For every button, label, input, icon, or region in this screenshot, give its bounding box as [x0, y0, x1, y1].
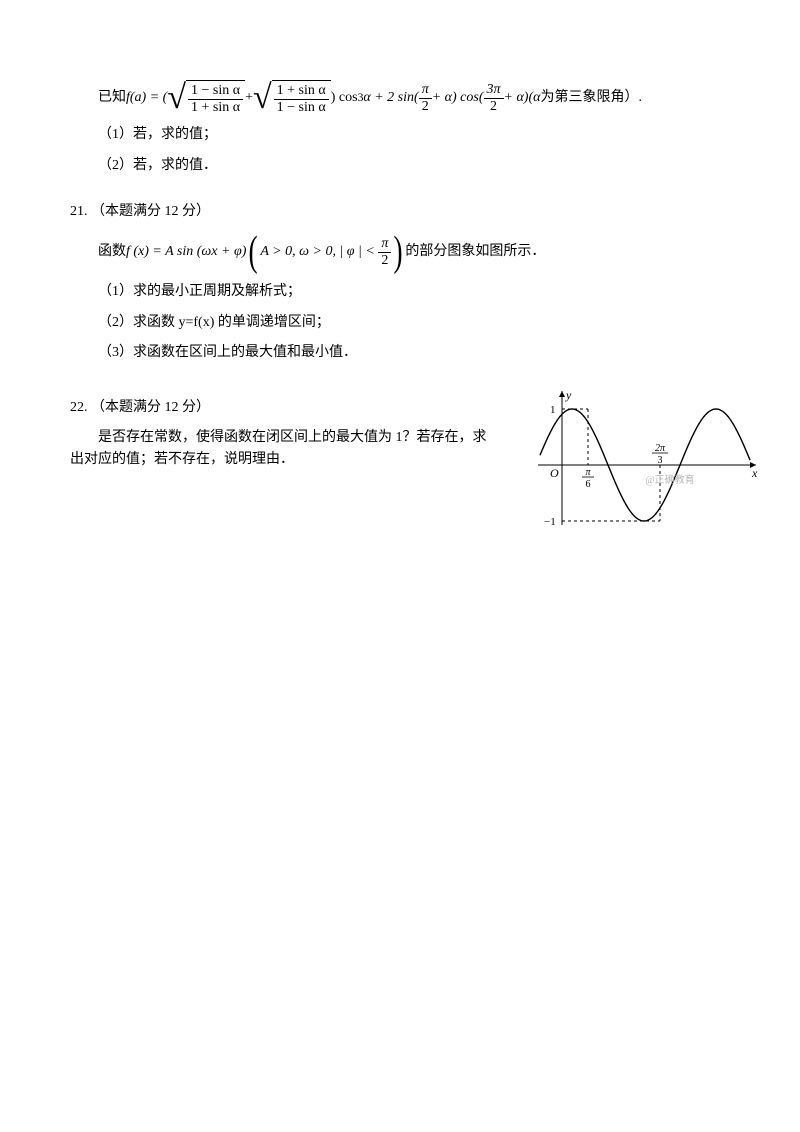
q20-formula-row: 已知 f(a) = ( √ 1 − sin α 1 + sin α + √ 1 …: [98, 80, 642, 116]
q21-stem: 函数 f (x) = A sin (ωx + φ) ( A > 0, ω > 0…: [70, 231, 740, 273]
q21-fx: f (x) = A sin (ωx + φ): [126, 241, 246, 263]
after-sqrt: ) cos: [331, 87, 358, 109]
q21-sub3: （3）求函数在区间上的最大值和最小值．: [70, 342, 740, 364]
3pi-num: 3π: [484, 82, 504, 99]
label-2pi3-den: 3: [658, 455, 663, 466]
paren-right-icon: ): [394, 231, 403, 273]
pi-den: 2: [419, 99, 432, 115]
pi-num: π: [419, 82, 432, 99]
label-pi6-num: π: [585, 467, 591, 478]
paren-left-icon: (: [249, 231, 258, 273]
sqrt2-den: 1 − sin α: [274, 100, 329, 116]
frac-3pi-2: 3π 2: [484, 82, 504, 115]
q22-wrap: 22. （本题满分 12 分） 是否存在常数，使得函数在闭区间上的最大值为 1？…: [70, 397, 740, 472]
label-y: y: [565, 388, 572, 402]
q20-post: 为第三象限角）.: [540, 87, 642, 109]
label-1: 1: [550, 404, 556, 416]
frac-pi-2-a: π 2: [419, 82, 432, 115]
q20-sub2: （2）若，求的值．: [70, 155, 740, 177]
q21-sub1: （1）求的最小正周期及解析式；: [70, 281, 740, 303]
plus-alpha-1: + α) cos(: [432, 87, 484, 109]
radical-icon: √: [253, 80, 272, 116]
3pi-den: 2: [487, 99, 500, 115]
pi-den: 2: [378, 253, 391, 269]
label-x: x: [751, 466, 758, 480]
q20-sub1: （1）若，求的值；: [70, 124, 740, 146]
sqrt-1: √ 1 − sin α 1 + sin α: [167, 80, 245, 116]
q21-num: 21. （本题满分 12 分）: [70, 201, 740, 223]
label-2pi3-num: 2π: [655, 443, 666, 454]
q21-post: 的部分图象如图所示．: [405, 241, 545, 263]
q21-pre: 函数: [98, 241, 126, 263]
plus-1: +: [245, 87, 253, 109]
sqrt2-num: 1 + sin α: [274, 83, 329, 100]
sqrt1-num: 1 − sin α: [188, 83, 243, 100]
q20-fa: f(a) = (: [126, 87, 167, 109]
sine-graph: y x O 1 −1 π 6 2π 3 @正确教育: [530, 387, 760, 527]
label-origin: O: [550, 466, 559, 480]
q21-cond: A > 0, ω > 0, | φ | <: [260, 241, 374, 263]
pi-num: π: [378, 236, 391, 253]
frac-pi-2-b: π 2: [378, 236, 391, 269]
plus-alpha-2: + α)(α: [504, 87, 541, 109]
q21-sub2: （2）求函数 y=f(x) 的单调递增区间；: [70, 312, 740, 334]
label-pi6-den: 6: [586, 479, 591, 490]
label-neg1: −1: [544, 516, 556, 527]
alpha-plus: α + 2 sin(: [363, 87, 418, 109]
sqrt-2: √ 1 + sin α 1 − sin α: [253, 80, 331, 116]
watermark: @正确教育: [645, 473, 694, 486]
sqrt1-den: 1 + sin α: [188, 100, 243, 116]
q20-stem: 已知 f(a) = ( √ 1 − sin α 1 + sin α + √ 1 …: [70, 80, 740, 116]
radical-icon: √: [167, 80, 186, 116]
q20-pre: 已知: [98, 87, 126, 109]
